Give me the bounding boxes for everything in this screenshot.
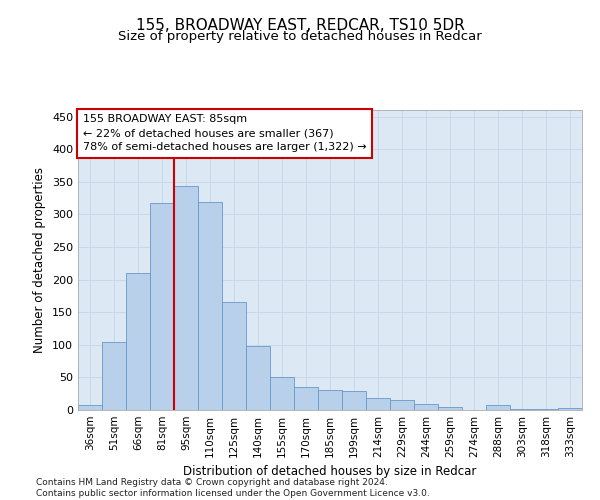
Bar (318, 390, 342, 410)
Bar (150, 204, 174, 410)
Text: Contains HM Land Registry data © Crown copyright and database right 2024.
Contai: Contains HM Land Registry data © Crown c… (36, 478, 430, 498)
Text: 155 BROADWAY EAST: 85sqm
← 22% of detached houses are smaller (367)
78% of semi-: 155 BROADWAY EAST: 85sqm ← 22% of detach… (83, 114, 367, 152)
Bar (174, 186, 198, 410)
Bar (438, 406, 462, 410)
Text: Size of property relative to detached houses in Redcar: Size of property relative to detached ho… (118, 30, 482, 43)
Bar (366, 398, 390, 410)
X-axis label: Distribution of detached houses by size in Redcar: Distribution of detached houses by size … (184, 466, 476, 478)
Bar (342, 391, 366, 410)
Bar (222, 302, 246, 410)
Bar (294, 387, 318, 410)
Bar (102, 342, 126, 410)
Bar (558, 408, 582, 410)
Bar (126, 273, 150, 410)
Bar (390, 400, 414, 410)
Bar (486, 405, 510, 410)
Bar (414, 404, 438, 410)
Bar (78, 406, 102, 410)
Text: 155, BROADWAY EAST, REDCAR, TS10 5DR: 155, BROADWAY EAST, REDCAR, TS10 5DR (136, 18, 464, 32)
Y-axis label: Number of detached properties: Number of detached properties (34, 167, 46, 353)
Bar (198, 202, 222, 410)
Bar (246, 346, 270, 410)
Bar (270, 376, 294, 410)
